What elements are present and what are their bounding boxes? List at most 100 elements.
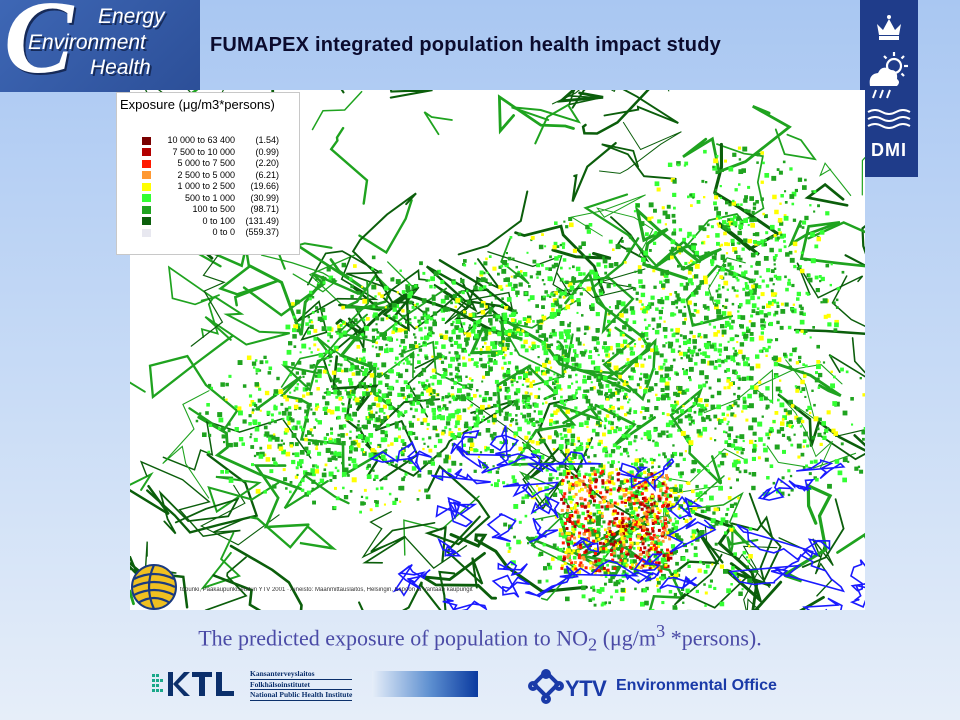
exposure-cell — [650, 348, 654, 353]
exposure-cell-high — [561, 541, 565, 545]
exposure-cell — [749, 376, 754, 381]
exposure-cell-high — [568, 514, 572, 517]
exposure-cell — [715, 233, 720, 238]
exposure-cell — [691, 349, 696, 353]
exposure-cell-high — [582, 557, 586, 561]
exposure-cell — [427, 470, 433, 475]
exposure-cell — [296, 309, 301, 314]
exposure-cell — [592, 503, 596, 507]
exposure-cell — [605, 414, 610, 418]
exposure-cell — [322, 369, 327, 374]
exposure-cell — [714, 427, 717, 430]
exposure-cell — [307, 450, 311, 454]
exposure-cell — [667, 396, 671, 401]
exposure-cell — [629, 559, 635, 564]
exposure-cell — [675, 330, 680, 335]
exposure-cell — [355, 428, 359, 432]
exposure-cell — [678, 390, 682, 395]
exposure-cell — [654, 371, 659, 375]
exposure-cell — [420, 372, 424, 376]
exposure-cell — [315, 444, 318, 447]
exposure-cell — [575, 337, 580, 342]
exposure-cell — [561, 355, 564, 358]
exposure-cell — [450, 356, 455, 362]
exposure-cell — [549, 422, 553, 426]
exposure-cell — [542, 362, 547, 368]
exposure-cell — [349, 446, 354, 451]
exposure-cell — [221, 434, 226, 439]
exposure-cell — [469, 442, 475, 447]
exposure-cell — [411, 305, 415, 309]
exposure-cell — [284, 407, 289, 412]
road-segment — [158, 489, 240, 535]
exposure-cell — [663, 320, 666, 323]
exposure-cell — [705, 380, 708, 384]
exposure-cell — [511, 383, 514, 387]
exposure-cell — [782, 160, 786, 164]
exposure-cell — [558, 548, 563, 552]
exposure-cell — [798, 360, 801, 363]
exposure-cell — [635, 203, 640, 208]
exposure-cell — [640, 601, 645, 607]
exposure-cell — [705, 181, 708, 184]
exposure-cell — [413, 316, 417, 320]
exposure-cell — [371, 284, 377, 290]
exposure-cell — [595, 312, 600, 317]
exposure-cell-high — [567, 517, 571, 521]
exposure-cell — [733, 502, 737, 506]
exposure-cell-high — [566, 505, 570, 509]
exposure-cell-high — [574, 567, 578, 571]
exposure-cell — [766, 268, 771, 273]
exposure-cell — [717, 293, 722, 299]
exposure-cell — [432, 374, 437, 380]
exposure-cell — [746, 328, 751, 333]
exposure-cell — [695, 309, 700, 314]
exposure-cell — [783, 408, 788, 413]
exposure-cell — [337, 367, 342, 372]
exposure-cell — [714, 188, 718, 192]
exposure-cell — [664, 455, 667, 459]
exposure-cell — [633, 497, 639, 502]
exposure-cell — [366, 474, 372, 479]
exposure-cell-high — [592, 539, 596, 543]
exposure-cell — [733, 401, 738, 406]
exposure-cell — [673, 487, 678, 492]
exposure-cell — [308, 297, 312, 301]
exposure-cell — [777, 218, 783, 223]
exposure-cell — [538, 438, 544, 444]
exposure-cell — [273, 433, 276, 436]
exposure-cell-high — [606, 486, 610, 490]
exposure-cell — [395, 379, 399, 383]
exposure-cell-high — [639, 525, 643, 529]
exposure-cell-high — [594, 547, 597, 551]
exposure-cell — [524, 418, 529, 423]
exposure-cell — [673, 592, 677, 597]
exposure-cell — [739, 265, 742, 268]
exposure-cell — [713, 158, 718, 164]
exposure-cell — [677, 386, 683, 391]
exposure-cell — [617, 416, 621, 421]
coastline-segment — [486, 513, 517, 543]
exposure-cell — [835, 298, 839, 302]
exposure-cell — [347, 474, 350, 477]
exposure-cell — [608, 388, 613, 393]
exposure-cell — [479, 357, 483, 362]
exposure-cell — [568, 374, 572, 379]
exposure-cell-high — [655, 502, 659, 506]
exposure-cell — [506, 542, 511, 547]
exposure-cell — [555, 477, 559, 480]
exposure-cell — [353, 447, 358, 452]
exposure-cell — [420, 408, 426, 414]
exposure-cell — [645, 345, 650, 350]
legend-area: (98.71) — [250, 204, 279, 214]
exposure-cell — [671, 333, 676, 338]
exposure-cell — [693, 290, 699, 295]
exposure-cell — [652, 241, 657, 245]
exposure-cell — [628, 375, 631, 378]
exposure-cell — [373, 362, 378, 367]
exposure-cell — [550, 302, 556, 308]
exposure-cell-high — [569, 500, 573, 504]
exposure-cell — [646, 337, 649, 340]
exposure-cell — [688, 366, 694, 372]
exposure-cell — [550, 413, 554, 417]
